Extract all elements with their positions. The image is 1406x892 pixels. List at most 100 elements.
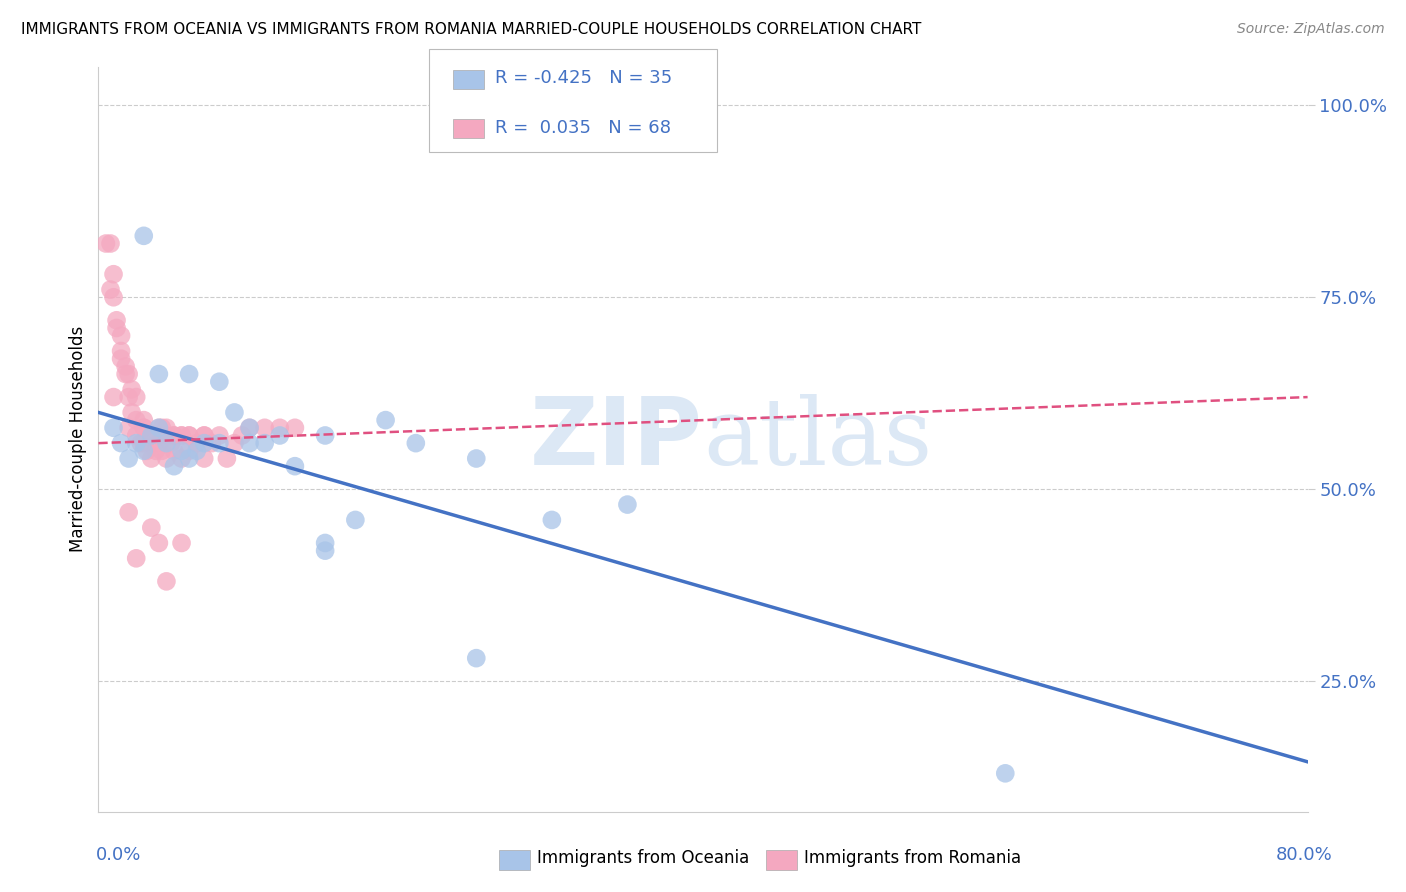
Point [170,536,193,550]
Point [374,413,396,427]
Point [148,421,170,435]
Point [253,421,276,435]
Point [186,443,208,458]
Point [269,421,291,435]
Point [121,383,143,397]
Point [208,436,231,450]
Point [179,443,201,458]
Point [239,436,262,450]
Point [132,228,155,243]
Point [465,651,488,665]
Point [141,520,163,534]
Point [148,436,170,450]
Point [145,443,167,458]
Point [132,421,155,435]
Point [253,436,276,450]
Text: Immigrants from Romania: Immigrants from Romania [804,849,1021,867]
Text: 0.0%: 0.0% [96,846,141,863]
Point [125,413,148,427]
Point [314,543,336,558]
Point [344,513,367,527]
Text: atlas: atlas [703,394,932,484]
Point [148,421,170,435]
Point [163,428,186,442]
Point [163,443,186,458]
Text: Immigrants from Oceania: Immigrants from Oceania [537,849,749,867]
Point [150,421,173,435]
Point [121,405,143,419]
Point [125,428,148,442]
Point [465,451,488,466]
Point [141,428,163,442]
Point [160,436,183,450]
Point [94,236,117,251]
Point [148,367,170,381]
Point [284,459,307,474]
Point [103,421,125,435]
Point [179,367,201,381]
Point [150,443,173,458]
Point [135,443,157,458]
Text: Source: ZipAtlas.com: Source: ZipAtlas.com [1237,22,1385,37]
Y-axis label: Married-couple Households: Married-couple Households [69,326,87,552]
Point [193,451,215,466]
Point [155,574,177,589]
Text: R = -0.425   N = 35: R = -0.425 N = 35 [495,70,672,87]
Point [239,421,262,435]
Point [132,436,155,450]
Point [616,498,638,512]
Point [179,451,201,466]
Point [148,428,170,442]
Text: R =  0.035   N = 68: R = 0.035 N = 68 [495,120,671,137]
Point [100,283,122,297]
Point [118,421,141,435]
Point [132,413,155,427]
Point [170,428,193,442]
Point [179,428,201,442]
Point [193,436,215,450]
Point [103,267,125,281]
Point [201,436,224,450]
Point [314,536,336,550]
Point [540,513,562,527]
Text: 80.0%: 80.0% [1277,846,1333,863]
Point [186,436,208,450]
Point [114,359,136,374]
Point [155,436,177,450]
Point [132,421,155,435]
Point [284,421,307,435]
Point [118,390,141,404]
Point [129,436,152,450]
Point [103,290,125,304]
Point [208,428,231,442]
Point [110,344,132,359]
Text: IMMIGRANTS FROM OCEANIA VS IMMIGRANTS FROM ROMANIA MARRIED-COUPLE HOUSEHOLDS COR: IMMIGRANTS FROM OCEANIA VS IMMIGRANTS FR… [21,22,921,37]
Point [110,436,132,450]
Point [170,428,193,442]
Point [994,766,1017,780]
Point [163,459,186,474]
Point [114,367,136,381]
Point [170,451,193,466]
Point [155,421,177,435]
Point [224,405,246,419]
Point [118,505,141,519]
Point [141,428,163,442]
Point [125,551,148,566]
Point [231,428,253,442]
Point [193,428,215,442]
Point [105,313,128,327]
Point [141,451,163,466]
Point [155,451,177,466]
Point [269,428,291,442]
Point [405,436,427,450]
Point [215,451,238,466]
Point [132,443,155,458]
Point [314,428,336,442]
Point [148,536,170,550]
Point [118,367,141,381]
Point [193,428,215,442]
Point [224,436,246,450]
Point [110,328,132,343]
Point [103,390,125,404]
